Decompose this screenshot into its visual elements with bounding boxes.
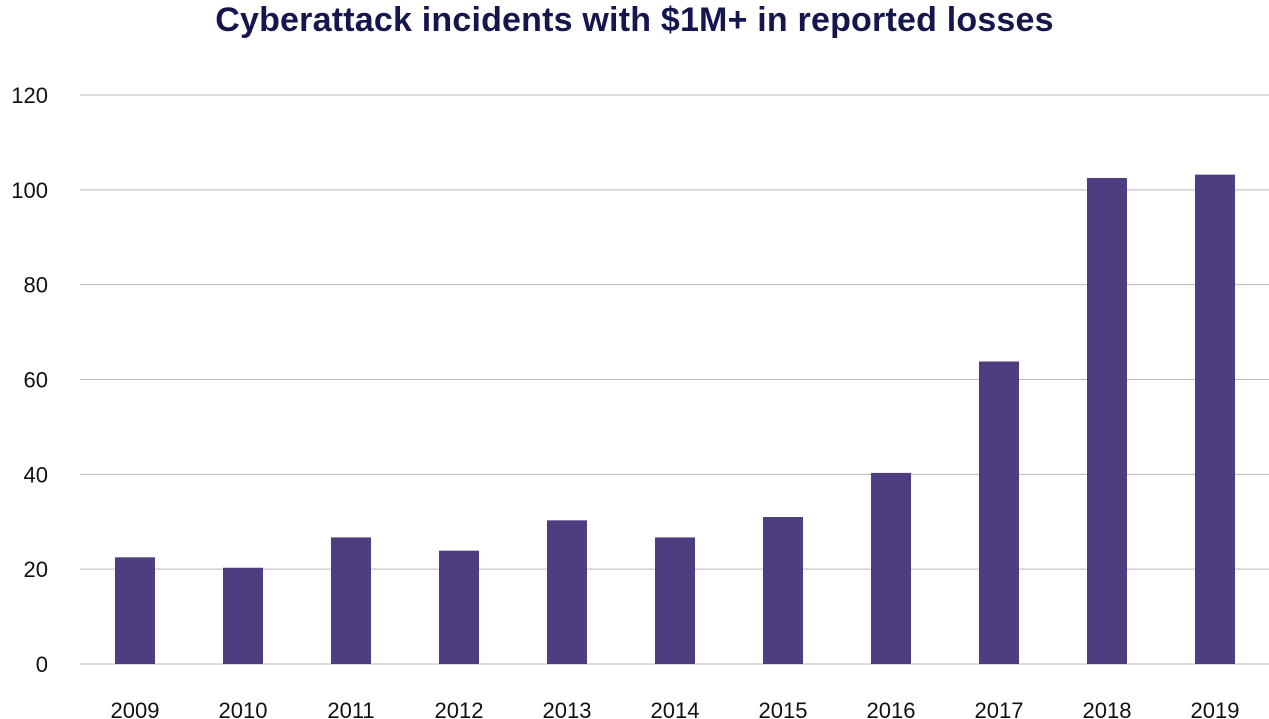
bar-2019	[1195, 174, 1235, 664]
x-axis-ticks: 2009 2010 2011 2012 2013 2014 2015 2016 2017 2018…	[111, 698, 1240, 719]
x-tick-label: 2009	[111, 698, 160, 719]
x-tick-label: 2014	[651, 698, 700, 719]
x-tick-label: 2016	[867, 698, 916, 719]
x-tick-label: 2013	[543, 698, 592, 719]
bar-2017	[979, 361, 1019, 664]
bar-2014	[655, 537, 695, 664]
x-tick-label: 2019	[1191, 698, 1240, 719]
y-tick-label: 100	[11, 178, 48, 203]
bars	[115, 174, 1235, 664]
bar-2015	[763, 517, 803, 664]
x-tick-label: 2015	[759, 698, 808, 719]
bar-2011	[331, 537, 371, 664]
x-tick-label: 2012	[435, 698, 484, 719]
bar-2018	[1087, 177, 1127, 664]
x-tick-label: 2018	[1083, 698, 1132, 719]
bar-2010	[223, 567, 263, 664]
y-tick-label: 120	[11, 83, 48, 108]
x-tick-label: 2011	[327, 698, 374, 719]
x-tick-label: 2010	[219, 698, 268, 719]
chart-title: Cyberattack incidents with $1M+ in repor…	[215, 1, 1054, 39]
y-tick-label: 40	[24, 462, 48, 487]
y-tick-label: 20	[24, 557, 48, 582]
y-tick-label: 0	[36, 652, 48, 677]
bar-2012	[439, 550, 479, 664]
y-tick-label: 60	[24, 368, 48, 393]
y-axis-ticks: 0 20 40 60 80 100 120	[11, 83, 48, 677]
x-tick-label: 2017	[975, 698, 1024, 719]
bar-2009	[115, 557, 155, 664]
y-tick-label: 80	[24, 273, 48, 298]
bar-2013	[547, 520, 587, 664]
bar-2016	[871, 472, 911, 664]
